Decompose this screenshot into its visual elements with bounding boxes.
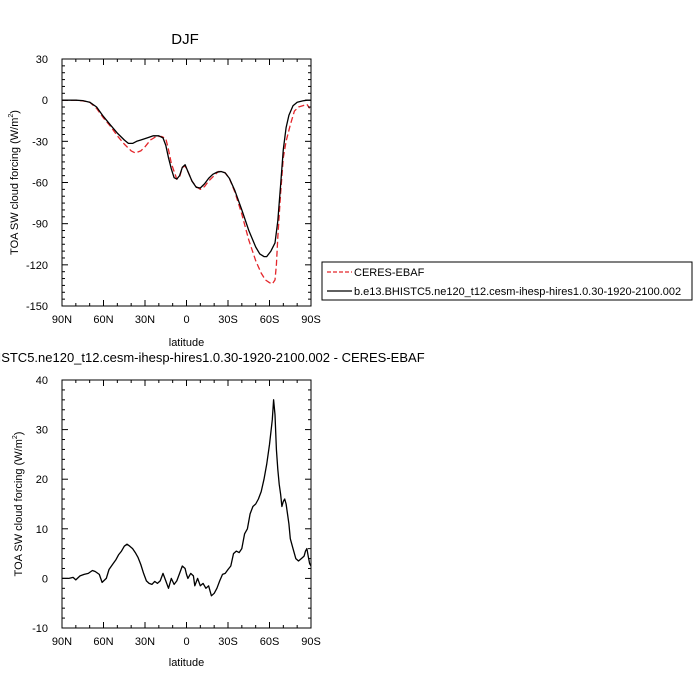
bottom-y-tick-label: 0	[42, 573, 48, 585]
top-y-tick-label: 30	[36, 54, 48, 66]
top-chart-legend: CERES-EBAF b.e13.BHISTC5.ne120_t12.cesm-…	[321, 261, 693, 301]
bottom-chart-title: b.e13.BHISTC5.ne120_t12.cesm-ihesp-hires…	[0, 350, 425, 365]
top-y-tick-label: -90	[32, 219, 48, 231]
top-x-tick-label: 30N	[135, 314, 155, 326]
top-x-tick-label: 0	[183, 314, 189, 326]
top-chart-y-axis-label: TOA SW cloud forcing (W/m2)	[8, 110, 21, 255]
bottom-y-tick-label: 30	[36, 425, 48, 437]
top-y-tick-label: 0	[42, 95, 48, 107]
legend-label-ceres: CERES-EBAF	[354, 267, 425, 279]
top-y-tick-label: -150	[26, 301, 48, 313]
bottom-chart-y-axis-label: TOA SW cloud forcing (W/m2)	[12, 432, 25, 577]
bottom-y-tick-label: 40	[36, 375, 48, 387]
bottom-chart: b.e13.BHISTC5.ne120_t12.cesm-ihesp-hires…	[0, 350, 425, 669]
bottom-y-tick-label: 10	[36, 524, 48, 536]
top-series-line-model	[62, 99, 311, 258]
top-y-tick-label: -120	[26, 260, 48, 272]
top-x-tick-label: 30S	[218, 314, 238, 326]
bottom-x-tick-label: 90S	[301, 636, 321, 648]
legend-label-model: b.e13.BHISTC5.ne120_t12.cesm-ihesp-hires…	[354, 286, 681, 298]
top-x-tick-label: 60N	[93, 314, 113, 326]
top-chart-title: DJF	[171, 31, 199, 48]
bottom-x-tick-label: 30N	[135, 636, 155, 648]
top-y-tick-label: -30	[32, 136, 48, 148]
top-chart-plot-frame	[61, 58, 312, 307]
top-x-tick-label: 60S	[260, 314, 280, 326]
bottom-chart-x-axis-label: latitude	[169, 657, 204, 669]
bottom-y-tick-label: -10	[32, 623, 48, 635]
top-x-tick-label: 90S	[301, 314, 321, 326]
bottom-x-tick-label: 60N	[93, 636, 113, 648]
bottom-y-tick-label: 20	[36, 474, 48, 486]
top-chart-x-axis-label: latitude	[169, 337, 204, 349]
top-y-tick-label: -60	[32, 178, 48, 190]
bottom-x-tick-label: 0	[183, 636, 189, 648]
top-x-tick-label: 90N	[52, 314, 72, 326]
top-series-line-ceres-ebaf	[62, 99, 311, 285]
bottom-x-tick-label: 90N	[52, 636, 72, 648]
bottom-x-tick-label: 60S	[260, 636, 280, 648]
legend-box	[321, 261, 693, 301]
bottom-series-line-difference	[62, 399, 312, 597]
bottom-chart-plot-frame	[61, 379, 312, 629]
bottom-x-tick-label: 30S	[218, 636, 238, 648]
top-chart: DJF 90N 60N 30N 0 30S 60S 90S 30 0 -30 -60 -90 -120 -…	[8, 31, 321, 349]
